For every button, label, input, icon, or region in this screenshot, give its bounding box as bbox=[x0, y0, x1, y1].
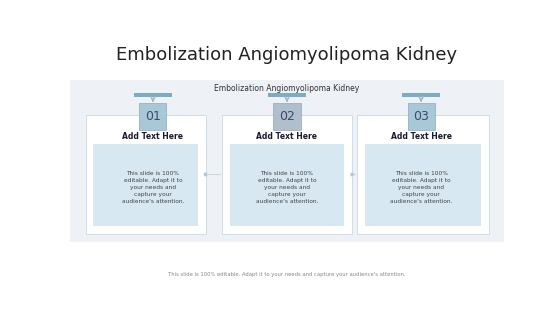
FancyBboxPatch shape bbox=[222, 115, 352, 234]
Text: Embolization Angiomyolipoma Kidney: Embolization Angiomyolipoma Kidney bbox=[116, 46, 458, 64]
Circle shape bbox=[350, 173, 354, 176]
Circle shape bbox=[204, 173, 208, 176]
Text: 03: 03 bbox=[413, 110, 429, 123]
FancyBboxPatch shape bbox=[403, 93, 440, 97]
FancyBboxPatch shape bbox=[70, 80, 504, 242]
FancyBboxPatch shape bbox=[408, 103, 435, 130]
FancyBboxPatch shape bbox=[230, 144, 344, 226]
Text: This slide is 100%
editable. Adapt it to
your needs and
capture your
audience's : This slide is 100% editable. Adapt it to… bbox=[256, 171, 318, 204]
Text: This slide is 100%
editable. Adapt it to
your needs and
capture your
audience's : This slide is 100% editable. Adapt it to… bbox=[122, 171, 184, 204]
Text: Add Text Here: Add Text Here bbox=[256, 132, 318, 141]
FancyBboxPatch shape bbox=[94, 144, 198, 226]
Text: Embolization Angiomyolipoma Kidney: Embolization Angiomyolipoma Kidney bbox=[214, 84, 360, 93]
Text: This slide is 100% editable. Adapt it to your needs and capture your audience's : This slide is 100% editable. Adapt it to… bbox=[168, 272, 406, 278]
FancyBboxPatch shape bbox=[357, 115, 488, 234]
Text: 01: 01 bbox=[145, 110, 161, 123]
Text: Add Text Here: Add Text Here bbox=[390, 132, 451, 141]
FancyBboxPatch shape bbox=[273, 103, 301, 130]
FancyBboxPatch shape bbox=[139, 103, 166, 130]
Text: 02: 02 bbox=[279, 110, 295, 123]
FancyBboxPatch shape bbox=[86, 115, 206, 234]
Text: Add Text Here: Add Text Here bbox=[123, 132, 184, 141]
FancyBboxPatch shape bbox=[134, 93, 171, 97]
Text: This slide is 100%
editable. Adapt it to
your needs and
capture your
audience's : This slide is 100% editable. Adapt it to… bbox=[390, 171, 452, 204]
FancyBboxPatch shape bbox=[268, 93, 306, 97]
FancyBboxPatch shape bbox=[365, 144, 480, 226]
